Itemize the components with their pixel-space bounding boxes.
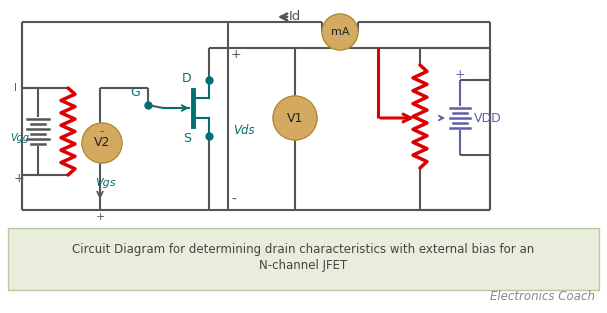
Circle shape — [322, 14, 358, 50]
Text: VDD: VDD — [474, 111, 502, 125]
Text: Circuit Diagram for determining drain characteristics with external bias for an: Circuit Diagram for determining drain ch… — [72, 244, 534, 256]
Text: +: + — [95, 212, 104, 222]
Text: Vgg: Vgg — [10, 133, 29, 143]
Text: +: + — [455, 68, 466, 80]
Circle shape — [273, 96, 317, 140]
Circle shape — [82, 123, 122, 163]
Text: Id: Id — [289, 11, 301, 23]
Text: Electronics Coach: Electronics Coach — [490, 290, 595, 303]
Text: D: D — [181, 71, 191, 85]
Text: V1: V1 — [287, 111, 303, 125]
Text: +: + — [231, 49, 242, 61]
Text: -: - — [100, 126, 104, 138]
Text: V2: V2 — [94, 136, 110, 150]
Text: N-channel JFET: N-channel JFET — [259, 259, 347, 273]
Text: I: I — [14, 83, 17, 93]
Text: S: S — [183, 131, 191, 145]
Text: Vgs: Vgs — [95, 178, 115, 188]
Text: +: + — [14, 172, 25, 184]
Text: mA: mA — [331, 27, 349, 37]
Text: G: G — [131, 86, 140, 100]
Text: -: - — [231, 193, 236, 207]
Text: Vds: Vds — [233, 124, 254, 136]
FancyBboxPatch shape — [8, 228, 599, 290]
